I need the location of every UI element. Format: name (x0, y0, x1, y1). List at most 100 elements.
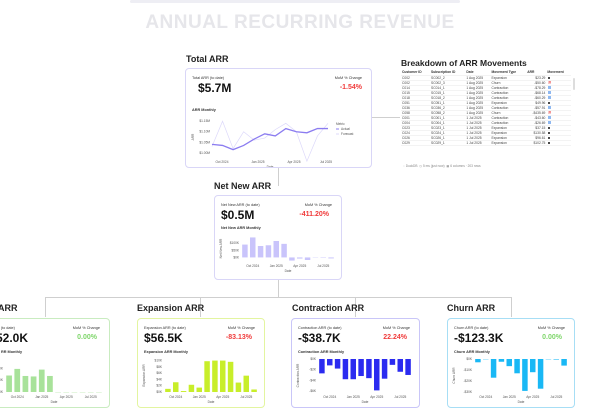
y-tick-label: $2K (156, 384, 163, 388)
net-new-card: Net New ARR (to date) $0.5M MoM % Change… (214, 195, 342, 280)
x-tick-label: Jan 2025 (270, 264, 283, 268)
x-tick-label: Jul 2025 (550, 395, 562, 399)
legend-title: Metric (336, 122, 345, 126)
bar (289, 257, 294, 260)
bar (499, 359, 504, 362)
y-tick-label: $50K (232, 248, 240, 252)
y-tick-label: $0K (0, 390, 4, 394)
bar (228, 362, 233, 392)
table-cell: 1 Jul 2025 (465, 140, 490, 145)
table-cell: Expansion (490, 140, 526, 145)
x-tick-label: Oct 2024 (479, 395, 492, 399)
x-tick-label: Jul 2025 (394, 395, 406, 399)
y-tick-label: -$6K (309, 389, 317, 393)
footer-db: DuckDB (406, 164, 418, 168)
y-tick-label: $0K (233, 255, 240, 259)
dot-icon (548, 102, 550, 104)
bar (23, 376, 29, 392)
bar (31, 376, 37, 392)
y-tick-label: $4K (156, 377, 163, 381)
footer-time: 5 ms (just now) (423, 164, 445, 168)
clock-icon: ◷ (419, 164, 422, 168)
legend-item-actual: Actual (341, 127, 350, 131)
expansion-card: Expansion ARR (to date) $56.5K MoM % Cha… (137, 318, 265, 408)
y-tick-label: $6K (156, 371, 163, 375)
x-tick-label: Apr 2025 (60, 395, 73, 399)
x-tick-label: Jul 2025 (85, 395, 97, 399)
arrow-down-icon (548, 116, 551, 119)
arrow-down-icon (548, 91, 551, 94)
y-axis-label: ARR (191, 133, 195, 140)
x-tick-label: Oct 2024 (11, 395, 24, 399)
x-tick-label: Jul 2025 (240, 395, 252, 399)
x-tick-label: Apr 2025 (526, 395, 539, 399)
bar (335, 359, 340, 369)
x-tick-label: Apr 2025 (288, 160, 301, 164)
x-tick-label: Jul 2025 (317, 264, 329, 268)
dot-icon (548, 132, 550, 134)
x-tick-label: Jul 2025 (320, 160, 332, 164)
x-tick-label: Jan 2025 (35, 395, 48, 399)
bar (530, 359, 535, 372)
churn-card: Churn ARR (to date) -$123.3K MoM % Chang… (447, 318, 575, 408)
page-title: ANNUAL RECURRING REVENUE (0, 12, 600, 34)
bar (507, 359, 512, 366)
dot-icon (548, 127, 550, 129)
dot-icon (548, 77, 550, 79)
section-title-total-arr: Total ARR (186, 54, 229, 64)
connector (45, 297, 46, 317)
x-tick-label: Oct 2024 (323, 395, 336, 399)
bar (258, 246, 263, 257)
dot-icon (548, 137, 550, 139)
x-tick-label: Oct 2024 (216, 160, 229, 164)
y-tick-label: -$4K (309, 378, 317, 382)
bar (250, 237, 255, 257)
y-axis-label: Contraction ARR (296, 363, 300, 387)
top-scrollbar[interactable] (130, 0, 460, 3)
bar (6, 376, 12, 393)
bar (305, 257, 310, 260)
bar (39, 370, 45, 392)
bar (197, 388, 202, 392)
y-tick-label: -$10K (463, 368, 472, 372)
bar (343, 359, 348, 379)
x-axis-label: Date (362, 400, 369, 404)
table-icon: ▦ (446, 164, 449, 168)
x-axis-label: Date (208, 400, 215, 404)
table-scrollbar[interactable] (573, 78, 575, 90)
table-cell: SC029_1 (430, 140, 465, 145)
cross-icon: ✕ (548, 81, 551, 84)
x-tick-label: Apr 2025 (370, 395, 383, 399)
x-tick-label: Apr 2025 (216, 395, 229, 399)
y-axis-label: Expansion ARR (142, 364, 146, 387)
arrow-down-icon (548, 96, 551, 99)
bar (189, 385, 194, 392)
bar (14, 369, 20, 392)
bar (212, 361, 217, 392)
bar (242, 245, 247, 258)
bar (220, 361, 225, 392)
bar (358, 359, 363, 376)
y-tick-label: $1.15M (199, 119, 210, 123)
bar (319, 359, 324, 373)
x-tick-label: Oct 2024 (246, 264, 259, 268)
arrow-down-icon (548, 86, 551, 89)
dot-icon (548, 142, 550, 144)
x-tick-label: Jan 2025 (347, 395, 360, 399)
section-title-contraction: Contraction ARR (292, 303, 364, 313)
y-axis-label: Churn ARR (452, 367, 456, 384)
bar (47, 376, 53, 392)
contraction-card: Contraction ARR (to date) -$38.7K MoM % … (291, 318, 420, 408)
y-tick-label: -$30K (463, 390, 472, 394)
movement-cell (546, 140, 571, 145)
section-title-new: ARR (0, 303, 18, 313)
bar (522, 359, 527, 391)
bar (554, 359, 559, 360)
new-card: R (to date) 52.0K MoM % Change 0.00% RR … (0, 318, 110, 408)
bar (514, 359, 519, 373)
y-tick-label: 00K (0, 366, 4, 370)
